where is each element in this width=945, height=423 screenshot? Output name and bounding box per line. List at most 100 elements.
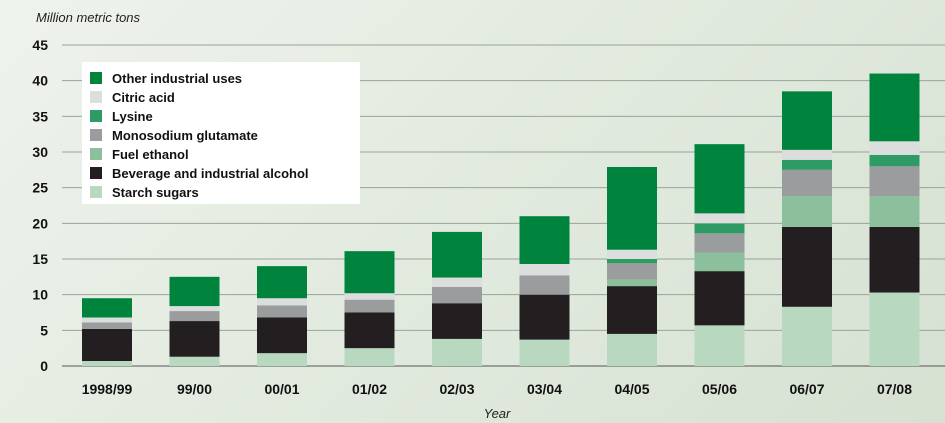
- bar-segment: [607, 286, 657, 334]
- bar-segment: [432, 303, 482, 339]
- legend-swatch: [90, 167, 102, 179]
- y-tick-label: 40: [32, 73, 48, 89]
- bar-segment: [82, 322, 132, 329]
- bars: [82, 73, 920, 366]
- bar-segment: [82, 328, 132, 362]
- bar-segment: [869, 154, 920, 167]
- x-tick-label: 01/02: [352, 381, 387, 397]
- legend-label: Fuel ethanol: [112, 147, 189, 162]
- legend-label: Beverage and industrial alcohol: [112, 166, 309, 181]
- bar-segment: [519, 339, 570, 366]
- bar-segment: [782, 226, 832, 307]
- x-tick-label: 02/03: [439, 381, 474, 397]
- bar-segment: [169, 311, 220, 322]
- bar-segment: [782, 91, 832, 150]
- legend-swatch: [90, 110, 102, 122]
- legend-label: Other industrial uses: [112, 71, 242, 86]
- bar-segment: [694, 233, 745, 253]
- y-tick-label: 20: [32, 215, 48, 231]
- bar-segment: [607, 333, 657, 366]
- bar-segment: [257, 266, 307, 299]
- bar-segment: [869, 292, 920, 366]
- bar-stack: [257, 266, 307, 366]
- x-tick-label: 99/00: [177, 381, 212, 397]
- x-axis-ticks: 1998/99 99/00 00/01 01/02 02/03 03/04 04/05 05/…: [82, 381, 913, 397]
- bar-stack: [782, 91, 832, 366]
- y-tick-label: 0: [40, 358, 48, 374]
- y-tick-label: 10: [32, 287, 48, 303]
- bar-stack: [519, 216, 570, 366]
- bar-segment: [519, 216, 570, 264]
- bar-segment: [607, 259, 657, 264]
- legend-label: Starch sugars: [112, 185, 199, 200]
- bar-segment: [432, 277, 482, 287]
- bar-segment: [519, 294, 570, 340]
- bar-segment: [169, 356, 220, 366]
- bar-segment: [344, 293, 395, 300]
- bar-segment: [694, 325, 745, 366]
- bar-segment: [432, 286, 482, 304]
- legend-label: Monosodium glutamate: [112, 128, 258, 143]
- x-tick-label: 07/08: [877, 381, 912, 397]
- y-tick-label: 25: [32, 180, 48, 196]
- bar-segment: [169, 276, 220, 307]
- legend-swatch: [90, 129, 102, 141]
- bar-segment: [344, 299, 395, 313]
- y-tick-label: 15: [32, 251, 48, 267]
- x-tick-label: 00/01: [264, 381, 299, 397]
- legend-swatch: [90, 186, 102, 198]
- bar-stack: [169, 276, 220, 366]
- bar-segment: [519, 263, 570, 276]
- bar-segment: [869, 226, 920, 293]
- bar-segment: [782, 196, 832, 227]
- bar-segment: [869, 196, 920, 227]
- bar-segment: [82, 298, 132, 318]
- bar-segment: [694, 252, 745, 272]
- bar-stack: [869, 73, 920, 366]
- bar-segment: [869, 141, 920, 155]
- y-axis-ticks: 0 5 10 15 20 25 30 35 40 45: [32, 37, 48, 374]
- bar-segment: [782, 306, 832, 366]
- y-tick-label: 30: [32, 144, 48, 160]
- bar-stack: [432, 231, 482, 366]
- legend-box: [82, 62, 360, 204]
- x-tick-label: 04/05: [614, 381, 649, 397]
- bar-stack: [82, 298, 132, 366]
- bar-segment: [607, 166, 657, 250]
- x-tick-label: 1998/99: [82, 381, 133, 397]
- bar-segment: [257, 317, 307, 354]
- bar-segment: [694, 223, 745, 234]
- y-tick-label: 35: [32, 108, 48, 124]
- bar-segment: [344, 312, 395, 349]
- legend-swatch: [90, 148, 102, 160]
- bar-segment: [607, 263, 657, 280]
- bar-segment: [519, 275, 570, 295]
- bar-segment: [869, 166, 920, 197]
- bar-segment: [782, 169, 832, 197]
- x-axis-label: Year: [484, 406, 511, 421]
- bar-segment: [694, 144, 745, 214]
- bar-segment: [607, 279, 657, 287]
- bar-stack: [607, 166, 657, 366]
- legend: Other industrial uses Citric acid Lysine Mo…: [82, 62, 360, 204]
- bar-segment: [344, 348, 395, 366]
- bar-segment: [432, 231, 482, 278]
- x-tick-label: 03/04: [527, 381, 562, 397]
- bar-segment: [257, 298, 307, 306]
- bar-stack: [344, 251, 395, 366]
- bar-stack: [694, 144, 745, 366]
- bar-segment: [432, 338, 482, 366]
- bar-segment: [257, 305, 307, 318]
- y-tick-label: 5: [40, 322, 48, 338]
- bar-segment: [782, 149, 832, 160]
- legend-label: Citric acid: [112, 90, 175, 105]
- bar-segment: [782, 159, 832, 170]
- legend-swatch: [90, 91, 102, 103]
- bar-segment: [344, 251, 395, 294]
- legend-swatch: [90, 72, 102, 84]
- legend-label: Lysine: [112, 109, 153, 124]
- bar-segment: [607, 249, 657, 259]
- bar-segment: [169, 306, 220, 312]
- x-tick-label: 06/07: [789, 381, 824, 397]
